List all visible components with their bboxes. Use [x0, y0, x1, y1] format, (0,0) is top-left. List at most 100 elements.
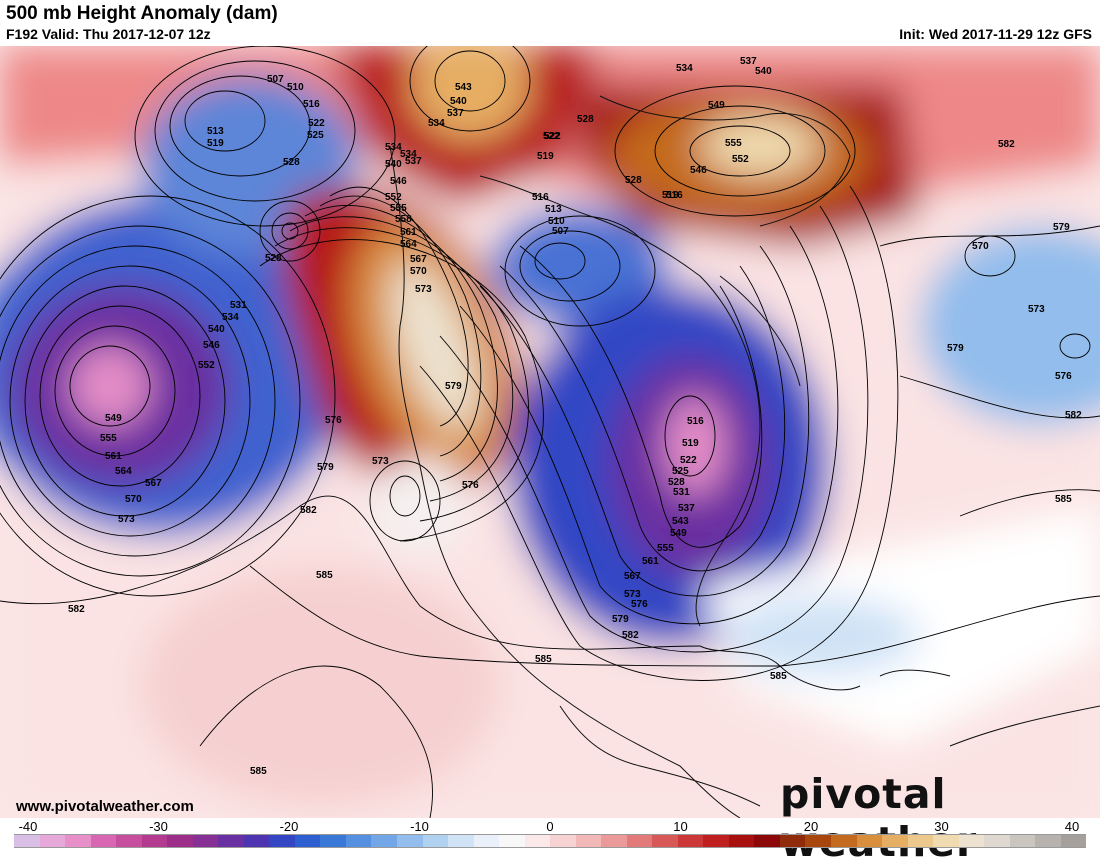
label-573-pacific: 573 [118, 514, 135, 525]
label-525-trough: 525 [672, 466, 689, 477]
label-579-ridge: 579 [445, 381, 462, 392]
colorbar-swatch [856, 835, 883, 847]
label-534-north-a: 534 [385, 142, 402, 153]
label-549-greenland: 549 [708, 100, 725, 111]
label-579-atlantic: 579 [1053, 222, 1070, 233]
label-579-southwest: 579 [317, 462, 334, 473]
colorbar [14, 834, 1087, 848]
label-519-hudson: 519 [537, 151, 554, 162]
label-579-trough: 579 [612, 614, 629, 625]
label-573-trough: 573 [624, 589, 641, 600]
label-507-hudson: 507 [552, 226, 569, 237]
colorbar-swatch [396, 835, 423, 847]
colorbar-swatch [1035, 835, 1061, 847]
label-576-interior: 576 [462, 480, 479, 491]
label-522: 522 [308, 118, 325, 129]
label-528-gulf: 528 [265, 253, 282, 264]
label-567-trough: 567 [624, 571, 641, 582]
label-540-arctic: 540 [450, 96, 467, 107]
label-570-ridge: 570 [410, 266, 427, 277]
colorbar-swatch [39, 835, 66, 847]
label-528-trough: 528 [668, 477, 685, 488]
colorbar-tick-label: 0 [546, 819, 554, 834]
colorbar-swatch [499, 835, 525, 847]
colorbar-tick-label: 10 [673, 819, 688, 834]
label-540-ridge: 540 [385, 159, 402, 170]
website-url: www.pivotalweather.com [16, 798, 194, 815]
label-528-baffin-a: 528 [577, 114, 594, 125]
label-582-southwest: 582 [300, 505, 317, 516]
colorbar-swatch [65, 835, 91, 847]
colorbar-tick-label: 20 [803, 819, 819, 834]
anomaly-map: 549 555 561 564 567 570 573 531 534 540 … [0, 46, 1100, 818]
colorbar-tick-label: -20 [279, 819, 299, 834]
anomaly-shading [0, 46, 1100, 818]
label-516-hudson: 516 [532, 192, 549, 203]
label-561-ridge: 561 [400, 227, 417, 238]
colorbar-tick-label: 30 [934, 819, 949, 834]
colorbar-swatch [728, 835, 755, 847]
label-507: 507 [267, 74, 284, 85]
label-537-trough: 537 [678, 503, 695, 514]
label-516: 516 [303, 99, 320, 110]
label-570-pacific: 570 [125, 494, 142, 505]
label-522-hudson: 522 [543, 131, 560, 142]
height-contours [0, 46, 1100, 818]
colorbar-swatch [652, 835, 678, 847]
label-582-trough: 582 [622, 630, 639, 641]
label-546-greenland: 546 [690, 165, 707, 176]
label-555-ridge: 555 [390, 203, 407, 214]
map-title: 500 mb Height Anomaly (dam) [6, 3, 278, 24]
colorbar-swatch [831, 835, 857, 847]
label-582-greenland-east: 582 [998, 139, 1015, 150]
coastlines [389, 95, 1100, 818]
label-555-trough: 555 [657, 543, 674, 554]
colorbar-swatch [703, 835, 729, 847]
colorbar-swatch [473, 835, 500, 847]
label-528-aleutian: 528 [283, 157, 300, 168]
colorbar-swatch [550, 835, 576, 847]
label-549-pacific: 549 [105, 413, 122, 424]
label-543-trough: 543 [672, 516, 689, 527]
colorbar-labels: -40 -30 -20 -10 0 10 20 30 40 [0, 819, 1100, 834]
label-519-baffin: 519 [662, 190, 679, 201]
colorbar-swatch [601, 835, 627, 847]
colorbar-swatch [958, 835, 985, 847]
label-555-greenland: 555 [725, 138, 742, 149]
colorbar-swatch [192, 835, 219, 847]
valid-time: F192 Valid: Thu 2017-12-07 12z [6, 26, 211, 42]
colorbar-swatch [14, 835, 40, 847]
colorbar-swatch [320, 835, 346, 847]
label-582-west: 582 [68, 604, 85, 615]
label-516-trough: 516 [687, 416, 704, 427]
colorbar-swatch [805, 835, 831, 847]
colorbar-swatch [779, 835, 806, 847]
label-585-caribbean: 585 [770, 671, 787, 682]
label-567-ridge: 567 [410, 254, 427, 265]
map-canvas: 549 555 561 564 567 570 573 531 534 540 … [0, 46, 1100, 818]
header: 500 mb Height Anomaly (dam) F192 Valid: … [0, 0, 1100, 46]
label-540-greenland: 540 [755, 66, 772, 77]
colorbar-swatch [269, 835, 295, 847]
label-576-atlantic: 576 [1055, 371, 1072, 382]
colorbar-tick-label: -30 [149, 819, 168, 834]
colorbar-tick-label: -40 [18, 819, 38, 834]
label-516-baffin: 516 [666, 190, 683, 201]
label-585-southwest: 585 [316, 570, 333, 581]
colorbar-swatch [882, 835, 908, 847]
colorbar-swatch [1060, 835, 1087, 847]
label-528-baffin-b: 528 [625, 175, 642, 186]
label-525: 525 [307, 130, 324, 141]
label-552-ridge: 552 [385, 192, 402, 203]
label-579-mid-atlantic: 579 [947, 343, 964, 354]
colorbar-swatch [754, 835, 780, 847]
label-534-north-b: 534 [400, 149, 417, 160]
colorbar-swatch [1009, 835, 1036, 847]
label-585-pacific: 585 [250, 766, 267, 777]
label-513: 513 [207, 126, 224, 137]
label-537-ridge: 537 [405, 156, 422, 167]
label-585-mexico: 585 [535, 654, 552, 665]
colorbar-swatch [243, 835, 270, 847]
label-558-ridge: 558 [395, 214, 412, 225]
label-540: 540 [208, 324, 225, 335]
